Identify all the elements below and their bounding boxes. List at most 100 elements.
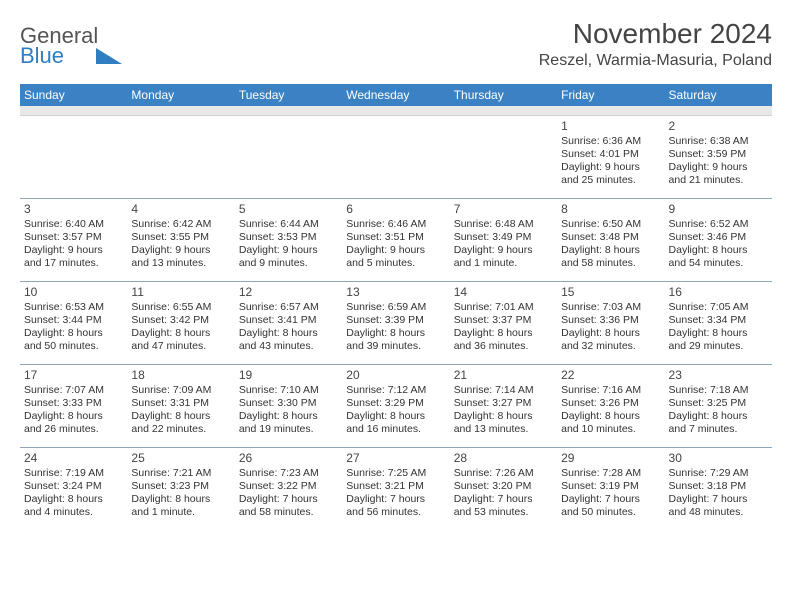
day-cell: 23Sunrise: 7:18 AMSunset: 3:25 PMDayligh… [665,365,772,447]
day-daylight1: Daylight: 7 hours [561,493,660,506]
day-daylight1: Daylight: 8 hours [24,327,123,340]
day-sunset: Sunset: 3:30 PM [239,397,338,410]
day-number: 6 [346,202,445,217]
day-sunrise: Sunrise: 7:29 AM [669,467,768,480]
day-sunset: Sunset: 3:36 PM [561,314,660,327]
day-sunrise: Sunrise: 7:07 AM [24,384,123,397]
day-daylight2: and 29 minutes. [669,340,768,353]
day-daylight1: Daylight: 7 hours [454,493,553,506]
day-daylight2: and 16 minutes. [346,423,445,436]
day-daylight1: Daylight: 8 hours [561,410,660,423]
day-number: 18 [131,368,230,383]
day-cell: 13Sunrise: 6:59 AMSunset: 3:39 PMDayligh… [342,282,449,364]
day-number: 5 [239,202,338,217]
day-daylight1: Daylight: 8 hours [131,410,230,423]
day-sunrise: Sunrise: 6:46 AM [346,218,445,231]
day-cell: 9Sunrise: 6:52 AMSunset: 3:46 PMDaylight… [665,199,772,281]
day-sunset: Sunset: 3:55 PM [131,231,230,244]
day-sunrise: Sunrise: 7:26 AM [454,467,553,480]
day-sunrise: Sunrise: 7:19 AM [24,467,123,480]
day-sunrise: Sunrise: 6:53 AM [24,301,123,314]
day-daylight1: Daylight: 8 hours [131,327,230,340]
week-row: 24Sunrise: 7:19 AMSunset: 3:24 PMDayligh… [20,447,772,530]
day-number: 19 [239,368,338,383]
day-number: 27 [346,451,445,466]
day-sunrise: Sunrise: 6:48 AM [454,218,553,231]
day-sunset: Sunset: 3:31 PM [131,397,230,410]
day-daylight2: and 5 minutes. [346,257,445,270]
day-daylight2: and 36 minutes. [454,340,553,353]
day-daylight1: Daylight: 9 hours [669,161,768,174]
day-sunset: Sunset: 3:42 PM [131,314,230,327]
day-cell: 3Sunrise: 6:40 AMSunset: 3:57 PMDaylight… [20,199,127,281]
day-daylight2: and 39 minutes. [346,340,445,353]
day-sunrise: Sunrise: 6:55 AM [131,301,230,314]
day-cell: 18Sunrise: 7:09 AMSunset: 3:31 PMDayligh… [127,365,234,447]
day-cell: 8Sunrise: 6:50 AMSunset: 3:48 PMDaylight… [557,199,664,281]
month-title: November 2024 [539,18,772,50]
day-cell: 7Sunrise: 6:48 AMSunset: 3:49 PMDaylight… [450,199,557,281]
day-header-wednesday: Wednesday [342,84,449,106]
day-cell: 17Sunrise: 7:07 AMSunset: 3:33 PMDayligh… [20,365,127,447]
day-daylight1: Daylight: 7 hours [239,493,338,506]
header: General Blue November 2024 Reszel, Warmi… [20,18,772,70]
day-header-sunday: Sunday [20,84,127,106]
logo-mark-icon [96,23,122,64]
day-daylight2: and 54 minutes. [669,257,768,270]
day-sunset: Sunset: 3:26 PM [561,397,660,410]
day-cell: 24Sunrise: 7:19 AMSunset: 3:24 PMDayligh… [20,448,127,530]
day-cell: 28Sunrise: 7:26 AMSunset: 3:20 PMDayligh… [450,448,557,530]
day-daylight1: Daylight: 9 hours [239,244,338,257]
day-sunrise: Sunrise: 6:38 AM [669,135,768,148]
day-cell: 29Sunrise: 7:28 AMSunset: 3:19 PMDayligh… [557,448,664,530]
day-daylight2: and 17 minutes. [24,257,123,270]
day-sunrise: Sunrise: 6:57 AM [239,301,338,314]
weeks-container: 1Sunrise: 6:36 AMSunset: 4:01 PMDaylight… [20,116,772,530]
day-daylight1: Daylight: 8 hours [239,327,338,340]
day-cell: 5Sunrise: 6:44 AMSunset: 3:53 PMDaylight… [235,199,342,281]
day-daylight1: Daylight: 8 hours [669,244,768,257]
day-daylight1: Daylight: 8 hours [24,410,123,423]
day-sunset: Sunset: 3:33 PM [24,397,123,410]
day-daylight2: and 43 minutes. [239,340,338,353]
day-sunset: Sunset: 3:49 PM [454,231,553,244]
day-sunset: Sunset: 3:37 PM [454,314,553,327]
day-daylight1: Daylight: 8 hours [561,327,660,340]
day-sunset: Sunset: 3:41 PM [239,314,338,327]
day-daylight2: and 1 minute. [131,506,230,519]
day-daylight2: and 53 minutes. [454,506,553,519]
day-sunset: Sunset: 3:48 PM [561,231,660,244]
day-sunrise: Sunrise: 7:23 AM [239,467,338,480]
day-sunrise: Sunrise: 7:05 AM [669,301,768,314]
day-sunrise: Sunrise: 7:10 AM [239,384,338,397]
day-sunset: Sunset: 3:59 PM [669,148,768,161]
day-sunset: Sunset: 3:44 PM [24,314,123,327]
day-number: 14 [454,285,553,300]
day-cell [450,116,557,198]
day-daylight1: Daylight: 9 hours [454,244,553,257]
day-sunset: Sunset: 3:39 PM [346,314,445,327]
day-header-thursday: Thursday [450,84,557,106]
day-sunset: Sunset: 4:01 PM [561,148,660,161]
day-number: 24 [24,451,123,466]
day-number: 11 [131,285,230,300]
day-sunrise: Sunrise: 7:14 AM [454,384,553,397]
day-daylight1: Daylight: 8 hours [669,327,768,340]
day-sunrise: Sunrise: 7:18 AM [669,384,768,397]
day-daylight2: and 58 minutes. [239,506,338,519]
day-cell: 14Sunrise: 7:01 AMSunset: 3:37 PMDayligh… [450,282,557,364]
day-daylight1: Daylight: 9 hours [346,244,445,257]
logo-line2: Blue [20,43,64,68]
day-sunset: Sunset: 3:22 PM [239,480,338,493]
day-number: 4 [131,202,230,217]
day-number: 23 [669,368,768,383]
day-cell: 30Sunrise: 7:29 AMSunset: 3:18 PMDayligh… [665,448,772,530]
day-sunset: Sunset: 3:34 PM [669,314,768,327]
day-cell [127,116,234,198]
day-daylight2: and 7 minutes. [669,423,768,436]
day-sunrise: Sunrise: 6:40 AM [24,218,123,231]
day-daylight1: Daylight: 9 hours [24,244,123,257]
day-number: 1 [561,119,660,134]
day-daylight1: Daylight: 8 hours [669,410,768,423]
day-sunset: Sunset: 3:18 PM [669,480,768,493]
